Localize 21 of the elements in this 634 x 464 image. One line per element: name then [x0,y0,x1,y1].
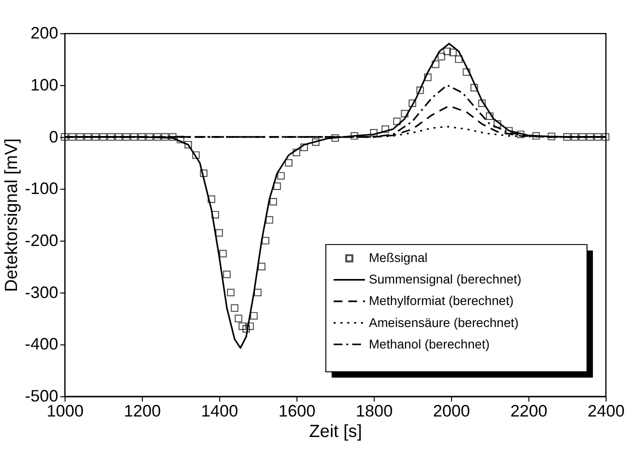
y-tick-label: -200 [24,231,58,250]
legend-label: Ameisensäure (berechnet) [368,314,519,330]
y-tick-label: -300 [24,282,58,302]
x-tick-label: 1600 [278,401,316,420]
legend-label: Meßsignal [368,250,428,266]
y-tick-label: 200 [30,24,58,43]
legend-label: Methylformiat (berechnet) [368,293,514,308]
y-tick-label: 0 [48,127,58,146]
y-tick-label: -100 [24,179,58,198]
x-tick-label: 1200 [124,401,161,420]
legend-label: Summensignal (berechnet) [368,272,522,287]
x-tick-label: 2400 [588,401,625,420]
x-tick-label: 2000 [433,401,470,420]
x-axis-title: Zeit [s] [309,420,362,441]
y-tick-label: -400 [24,334,58,354]
x-tick-label: 1800 [356,401,393,420]
y-tick-label: 100 [30,75,58,94]
x-tick-label: 1400 [201,401,238,420]
x-tick-label: 2200 [510,401,548,420]
y-axis-title: Detektorsignal [mV] [1,138,22,292]
legend-label: Methanol (berechnet) [368,336,490,352]
